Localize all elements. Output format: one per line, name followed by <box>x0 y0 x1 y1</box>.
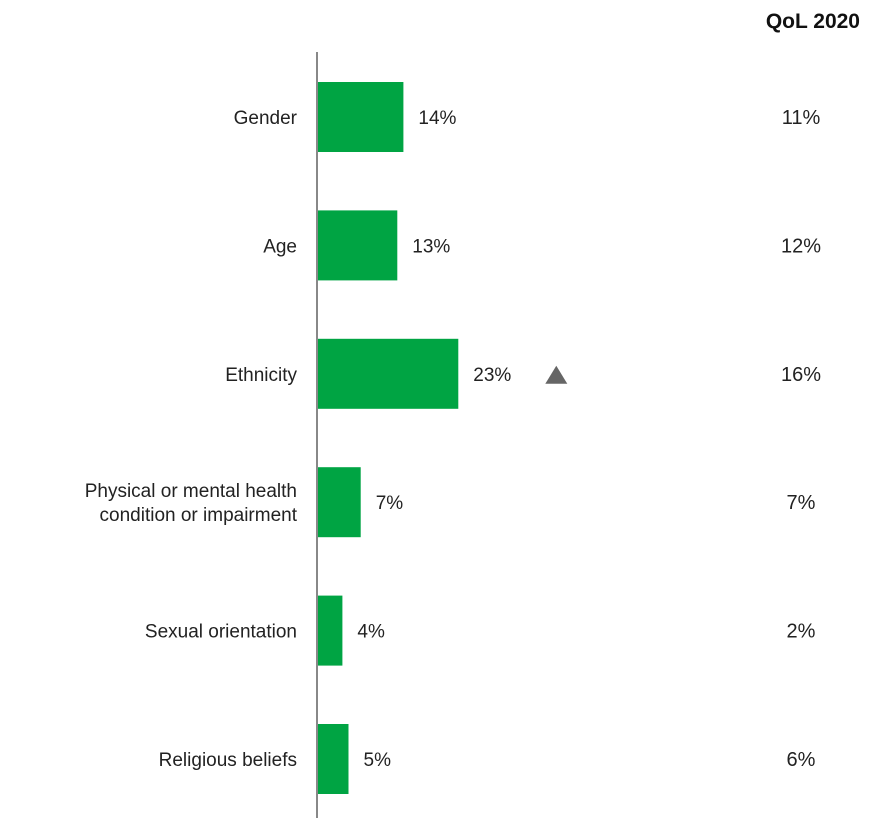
significance-up-icon <box>545 365 568 384</box>
comparison-value: 2% <box>787 621 816 643</box>
category-label-line: condition or impairment <box>100 505 298 526</box>
category-label: Ethnicity <box>225 365 297 386</box>
value-label: 5% <box>364 750 392 771</box>
category-label: Age <box>263 236 297 257</box>
bar <box>318 82 404 152</box>
category-label: Sexual orientation <box>145 622 297 643</box>
value-label: 23% <box>473 365 511 386</box>
category-label: Religious beliefs <box>159 750 297 771</box>
category-label: Gender <box>234 108 298 129</box>
bar <box>318 338 459 409</box>
value-label: 7% <box>376 493 404 514</box>
category-label-line: Ethnicity <box>225 365 297 386</box>
comparison-value: 12% <box>781 235 821 257</box>
comparison-value: 7% <box>787 492 816 514</box>
value-label: 4% <box>357 622 385 643</box>
comparison-value: 11% <box>782 107 821 129</box>
comparison-value: 6% <box>787 749 816 771</box>
comparison-value: 16% <box>781 364 821 386</box>
category-label: Physical or mental health condition or im… <box>85 481 298 526</box>
value-label: 14% <box>418 108 456 129</box>
category-label-line: Sexual orientation <box>145 622 297 643</box>
category-label-line: Age <box>263 236 297 257</box>
category-label-line: Physical or mental health <box>85 481 297 502</box>
bar <box>318 595 343 666</box>
bar <box>318 724 349 794</box>
category-label-line: Gender <box>234 108 298 129</box>
category-label-line: Religious beliefs <box>159 750 297 771</box>
bar <box>318 210 398 281</box>
value-label: 13% <box>412 236 450 257</box>
bar <box>318 467 361 538</box>
comparison-header: QoL 2020 <box>766 10 860 33</box>
